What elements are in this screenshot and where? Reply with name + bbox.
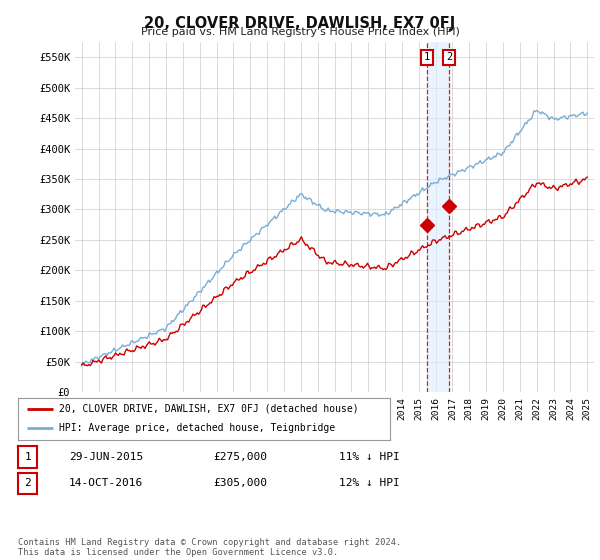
- Text: 20, CLOVER DRIVE, DAWLISH, EX7 0FJ (detached house): 20, CLOVER DRIVE, DAWLISH, EX7 0FJ (deta…: [59, 404, 359, 414]
- Text: 1: 1: [424, 52, 430, 62]
- Text: £305,000: £305,000: [213, 478, 267, 488]
- Text: 1: 1: [24, 452, 31, 462]
- Text: 11% ↓ HPI: 11% ↓ HPI: [339, 452, 400, 462]
- Text: 12% ↓ HPI: 12% ↓ HPI: [339, 478, 400, 488]
- Text: HPI: Average price, detached house, Teignbridge: HPI: Average price, detached house, Teig…: [59, 423, 335, 433]
- Bar: [427, 42, 449, 392]
- Text: Price paid vs. HM Land Registry's House Price Index (HPI): Price paid vs. HM Land Registry's House …: [140, 27, 460, 37]
- Text: Contains HM Land Registry data © Crown copyright and database right 2024.
This d: Contains HM Land Registry data © Crown c…: [18, 538, 401, 557]
- Text: 20, CLOVER DRIVE, DAWLISH, EX7 0FJ: 20, CLOVER DRIVE, DAWLISH, EX7 0FJ: [145, 16, 455, 31]
- Text: 29-JUN-2015: 29-JUN-2015: [69, 452, 143, 462]
- Text: 14-OCT-2016: 14-OCT-2016: [69, 478, 143, 488]
- Text: 2: 2: [446, 52, 452, 62]
- Text: 2: 2: [24, 478, 31, 488]
- Text: £275,000: £275,000: [213, 452, 267, 462]
